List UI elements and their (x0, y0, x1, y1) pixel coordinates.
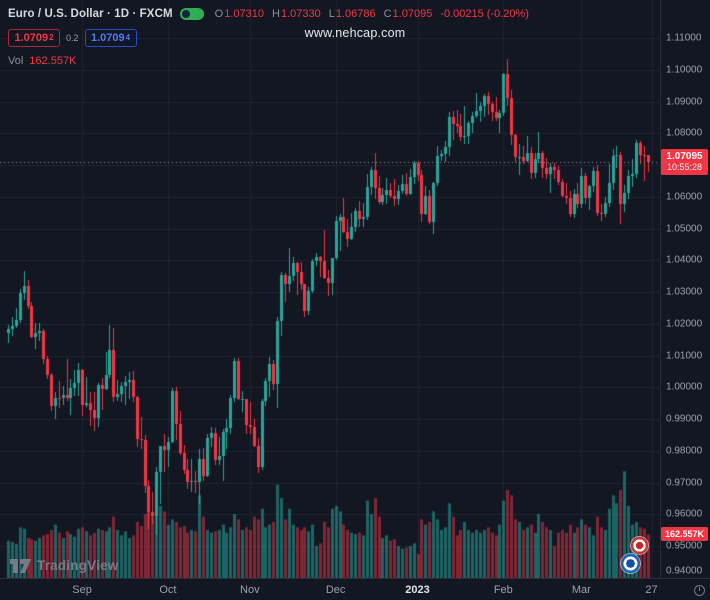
ohlc-values: O 1.07310 H 1.07330 L 1.06786 C 1.07095 -0.0… (215, 8, 529, 20)
price-tick-label: 1.05000 (666, 223, 703, 235)
price-tick-label: 1.03000 (666, 286, 703, 298)
buy-price-sup: 4 (125, 33, 131, 42)
spread-value: 0.2 (66, 33, 79, 43)
sell-button[interactable]: 1.0709 2 (8, 29, 60, 47)
tradingview-mark-icon (10, 558, 31, 573)
price-chart-canvas[interactable] (0, 0, 660, 578)
price-tick-label: 1.09000 (666, 96, 703, 108)
close-value: 1.07095 (392, 8, 433, 20)
price-tick-label: 1.08000 (666, 127, 703, 139)
low-value: 1.06786 (335, 8, 376, 20)
price-tick-label: 0.94000 (666, 565, 703, 577)
high-label: H (271, 8, 280, 20)
time-tick-label: Feb (493, 584, 513, 596)
time-tick-label: Nov (240, 584, 260, 596)
brand-badge-blue-icon (621, 554, 640, 573)
price-tick-label: 1.06000 (666, 191, 703, 203)
price-tick-label: 0.95000 (666, 540, 703, 552)
price-tick-label: 0.99000 (666, 413, 703, 425)
sell-price-sup: 2 (49, 33, 54, 42)
close-label: C (383, 8, 392, 20)
low-label: L (328, 8, 335, 20)
price-tick-label: 1.00000 (666, 381, 703, 393)
volume-value: 162.557K (29, 55, 77, 67)
change-value: -0.00215 (-0.20%) (440, 8, 529, 20)
price-tick-label: 0.98000 (666, 445, 703, 457)
current-price-label: 1.07095 10:55:28 (661, 149, 708, 175)
price-tick-label: 1.04000 (666, 254, 703, 266)
time-tick-label: 2023 (405, 584, 430, 596)
price-tick-label: 0.97000 (666, 477, 703, 489)
current-price-value: 1.07095 (666, 151, 703, 162)
price-tick-label: 1.10000 (666, 64, 703, 76)
clock-icon[interactable] (694, 585, 705, 596)
price-tick-label: 1.11000 (666, 32, 702, 44)
price-axis[interactable]: 1.110001.100001.090001.080001.070001.060… (660, 0, 710, 578)
toggle-knob-icon (181, 10, 190, 18)
time-tick-label: 27 (645, 584, 658, 596)
open-label: O (214, 8, 224, 20)
price-tick-label: 1.01000 (666, 350, 703, 362)
chart-legend: Euro / U.S. Dollar · 1D · FXCM O 1.07310 … (8, 6, 529, 67)
tradingview-logo[interactable]: TradingView (10, 558, 118, 573)
time-tick-label: Mar (571, 584, 591, 596)
tradingview-logo-text: TradingView (37, 558, 119, 573)
volume-axis-label: 162.557K (661, 527, 708, 541)
time-tick-label: Sep (72, 584, 92, 596)
price-tick-label: 1.02000 (666, 318, 703, 330)
brand-badge-red-icon (631, 537, 648, 554)
open-value: 1.07310 (224, 8, 264, 20)
volume-label: Vol (8, 55, 24, 67)
time-axis[interactable]: Sep Oct Nov Dec 2023 Feb Mar 27 (0, 578, 710, 600)
market-status-toggle[interactable] (179, 8, 204, 20)
price-tick-label: 0.96000 (666, 508, 703, 520)
high-value: 1.07330 (280, 8, 321, 20)
watermark-url: www.nehcap.com (304, 26, 406, 40)
buy-button[interactable]: 1.0709 4 (84, 29, 137, 47)
time-tick-label: Dec (325, 584, 346, 596)
bar-countdown: 10:55:28 (666, 162, 703, 172)
symbol-title[interactable]: Euro / U.S. Dollar · 1D · FXCM (8, 8, 173, 20)
time-tick-label: Oct (159, 584, 177, 596)
